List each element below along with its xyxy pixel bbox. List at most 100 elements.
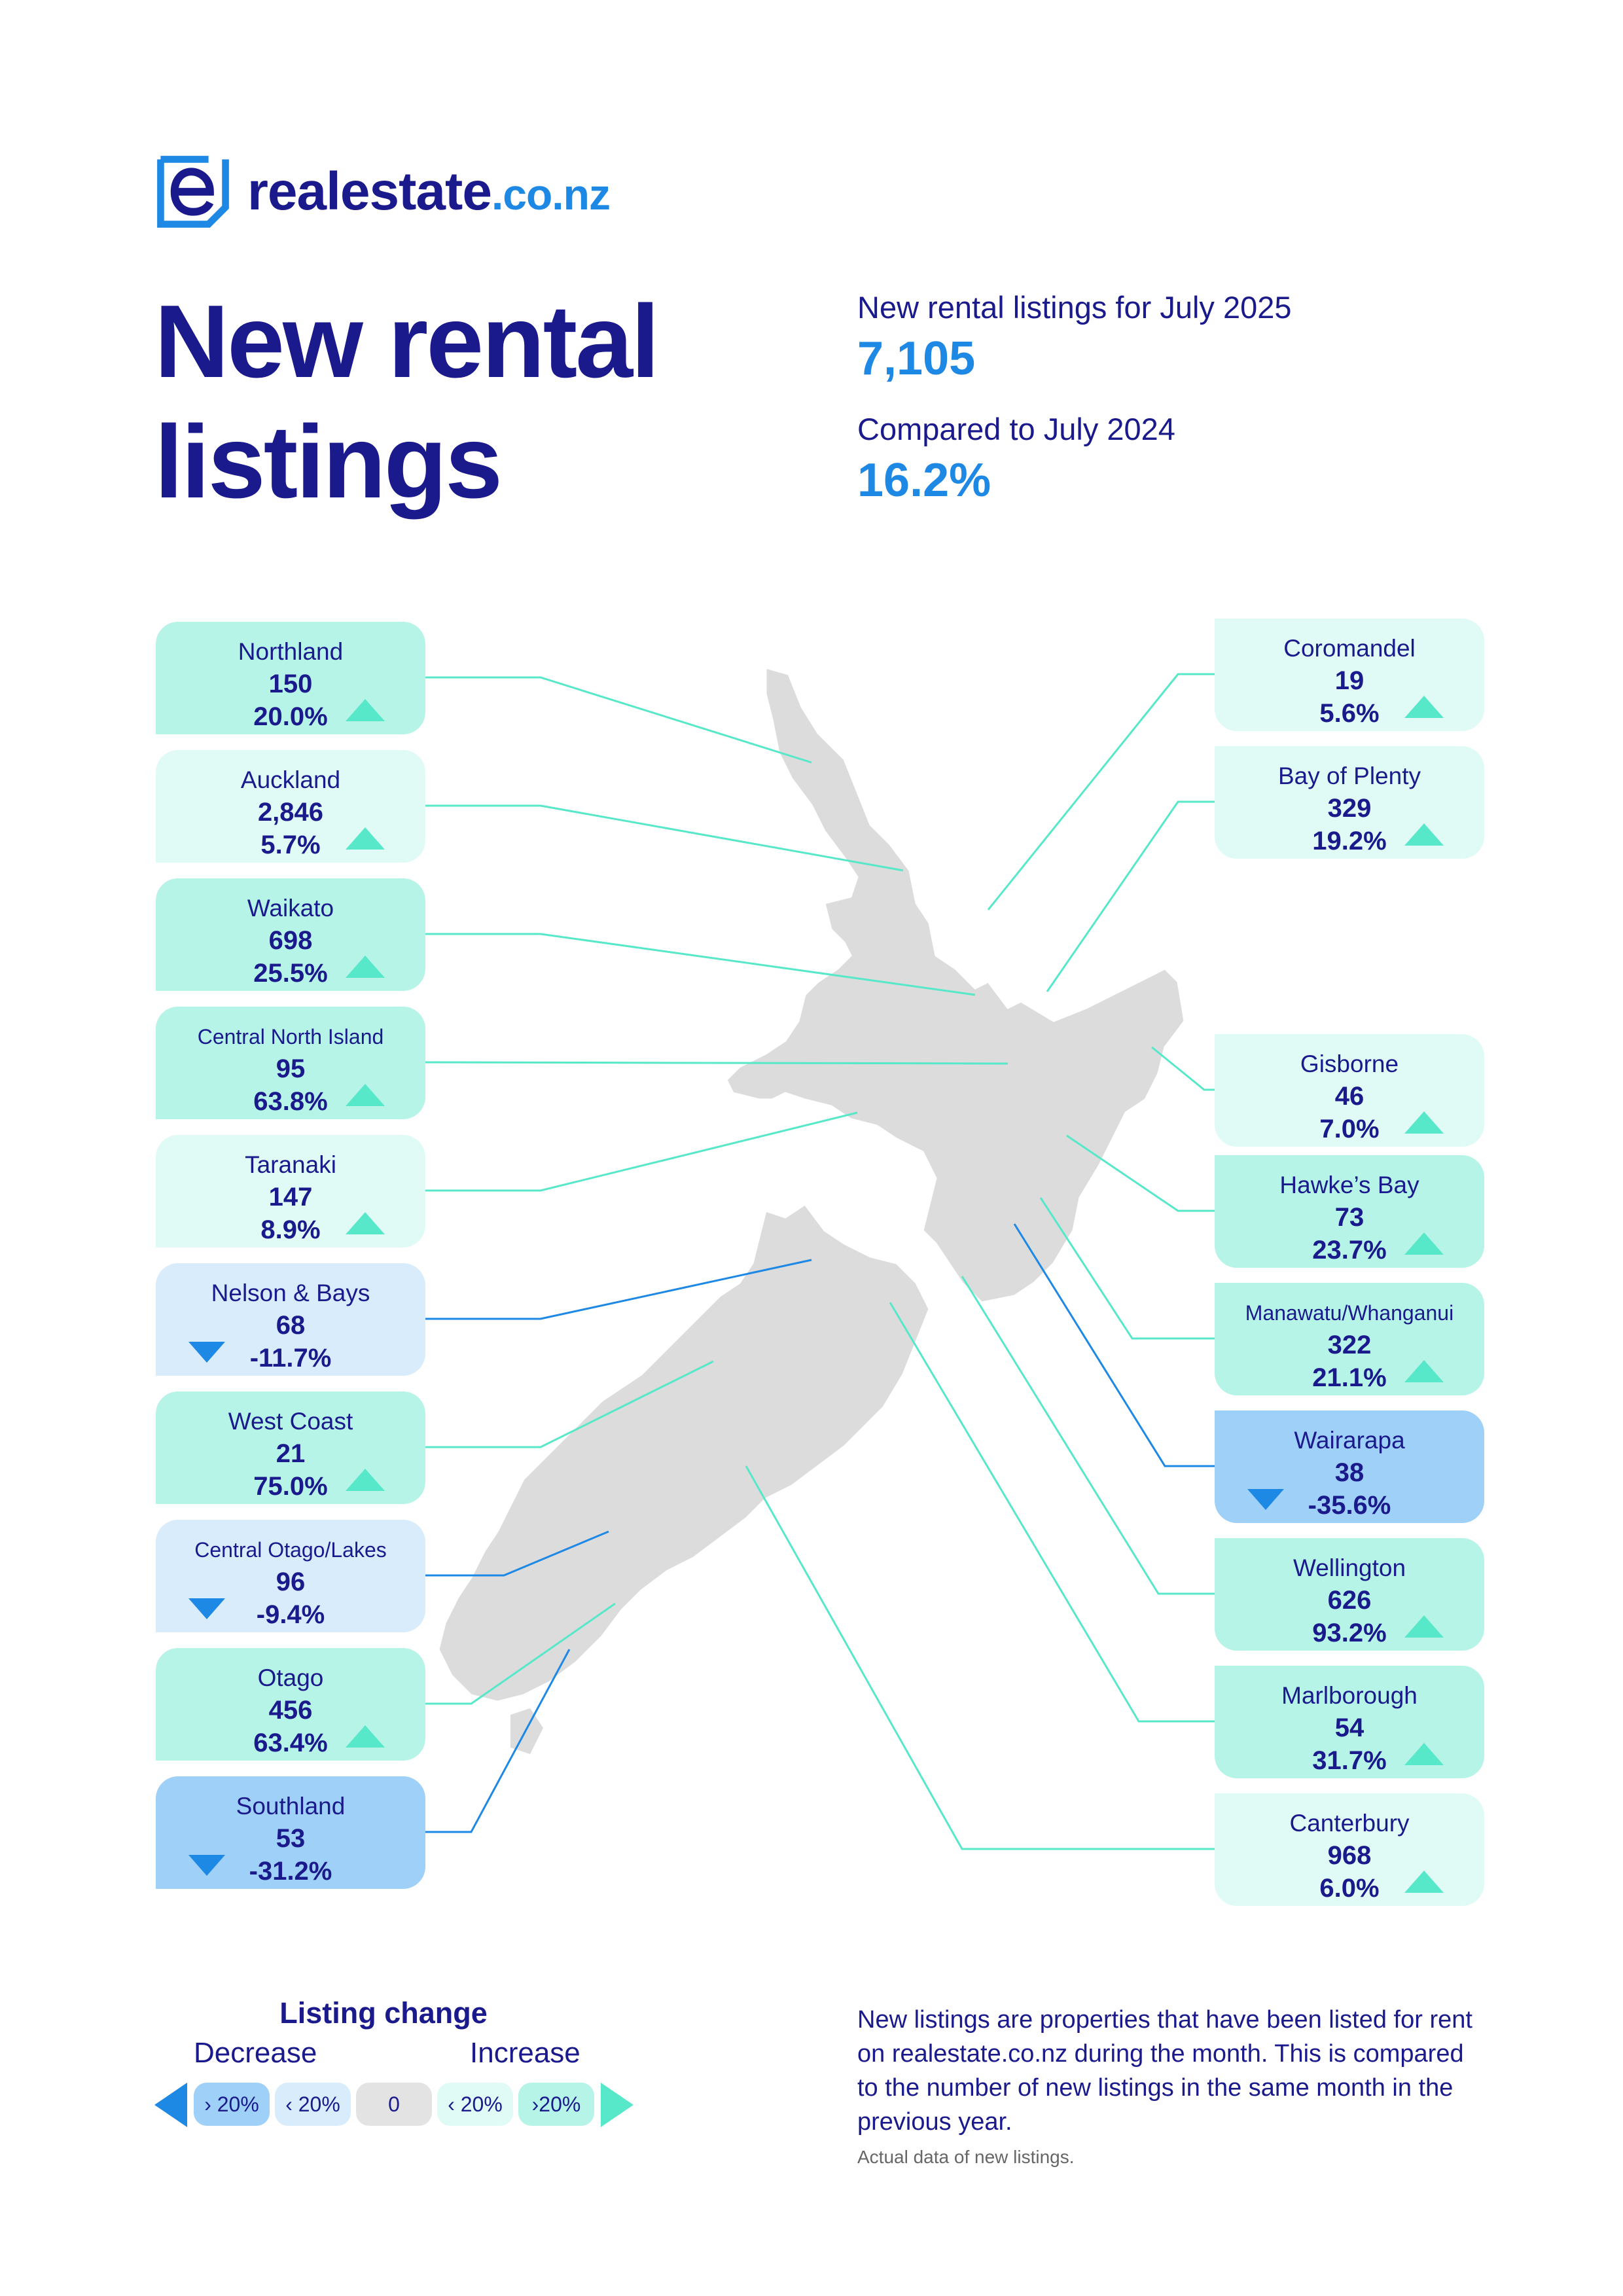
legend-decrease-arrow-icon (154, 2083, 187, 2127)
region-name: Northland (238, 638, 344, 665)
region-box-west-coast: West Coast 21 75.0% (156, 1391, 425, 1504)
decrease-arrow-icon (1247, 1489, 1284, 1510)
region-change: 93.2% (1312, 1619, 1387, 1647)
increase-arrow-icon (1404, 823, 1444, 846)
connector-nelson-bays (425, 1259, 812, 1320)
connector-waikato (425, 933, 976, 996)
region-box-bay-of-plenty: Bay of Plenty 329 19.2% (1215, 746, 1484, 859)
region-name: Otago (257, 1664, 324, 1691)
region-box-southland: Southland 53 -31.2% (156, 1776, 425, 1889)
increase-arrow-icon (346, 1469, 385, 1491)
decrease-arrow-icon (188, 1598, 225, 1619)
region-box-auckland: Auckland 2,846 5.7% (156, 750, 425, 863)
region-name: Coromandel (1283, 635, 1416, 662)
region-listings: 150 (268, 670, 313, 698)
region-box-manawatu-whanganui: Manawatu/Whanganui 322 21.1% (1215, 1283, 1484, 1395)
realestate-logo-icon (157, 156, 229, 228)
region-change: -11.7% (249, 1344, 332, 1372)
region-name: Taranaki (245, 1151, 336, 1178)
region-change: 20.0% (253, 702, 328, 731)
region-name: Waikato (247, 895, 334, 922)
connector-otago (425, 1602, 616, 1705)
decrease-arrow-icon (188, 1342, 225, 1363)
connector-wellington (961, 1276, 1215, 1595)
increase-arrow-icon (1404, 1232, 1444, 1255)
region-listings: 19 (1334, 666, 1364, 695)
connector-marlborough (889, 1302, 1215, 1723)
region-name: Gisborne (1300, 1050, 1399, 1077)
region-listings: 147 (268, 1183, 313, 1211)
region-name: Manawatu/Whanganui (1245, 1301, 1454, 1325)
region-box-gisborne: Gisborne 46 7.0% (1215, 1034, 1484, 1147)
region-name: Wellington (1293, 1554, 1406, 1581)
region-change: 7.0% (1319, 1115, 1380, 1143)
connector-west-coast (425, 1360, 714, 1448)
region-listings: 21 (276, 1439, 306, 1468)
region-box-northland: Northland 150 20.0% (156, 622, 425, 734)
region-name: Bay of Plenty (1277, 762, 1421, 789)
region-box-taranaki: Taranaki 147 8.9% (156, 1135, 425, 1247)
region-listings: 46 (1334, 1082, 1364, 1111)
region-name: Hawke’s Bay (1279, 1172, 1419, 1198)
region-name: Central North Island (197, 1025, 384, 1049)
legend-scale: › 20% ‹ 20% 0 ‹ 20% ›20% (154, 2083, 639, 2126)
region-name: Marlborough (1281, 1682, 1418, 1709)
region-listings: 329 (1327, 794, 1372, 823)
region-box-central-otago-lakes: Central Otago/Lakes 96 -9.4% (156, 1520, 425, 1632)
region-box-waikato: Waikato 698 25.5% (156, 878, 425, 991)
increase-arrow-icon (1404, 1743, 1444, 1765)
compare-label: Compared to July 2024 (857, 412, 1175, 446)
increase-arrow-icon (1404, 1615, 1444, 1638)
region-change: 5.6% (1319, 699, 1380, 728)
stewart-island-shape (510, 1708, 543, 1754)
footnote: New listings are properties that have be… (857, 2006, 1472, 2136)
increase-arrow-icon (1404, 1360, 1444, 1382)
region-listings: 54 (1334, 1713, 1364, 1742)
region-name: Central Otago/Lakes (194, 1538, 387, 1562)
region-box-marlborough: Marlborough 54 31.7% (1215, 1666, 1484, 1778)
connector-coromandel (987, 673, 1215, 910)
region-box-nelson-bays: Nelson & Bays 68 -11.7% (156, 1263, 425, 1376)
increase-arrow-icon (1404, 1871, 1444, 1893)
increase-arrow-icon (346, 827, 385, 850)
legend-increase-label: Increase (470, 2037, 580, 2069)
increase-arrow-icon (1404, 1111, 1444, 1134)
increase-arrow-icon (346, 699, 385, 721)
region-box-otago: Otago 456 63.4% (156, 1648, 425, 1761)
connector-lines (425, 673, 1215, 1850)
region-box-central-north-island: Central North Island 95 63.8% (156, 1007, 425, 1119)
region-box-coromandel: Coromandel 19 5.6% (1215, 619, 1484, 731)
legend-pill-increase-over-20: ›20% (518, 2083, 594, 2126)
region-listings: 456 (268, 1696, 313, 1725)
title-line-1: New rental (154, 284, 660, 399)
decrease-arrow-icon (188, 1855, 225, 1876)
region-listings: 322 (1327, 1331, 1372, 1359)
region-listings: 95 (276, 1054, 306, 1083)
region-listings: 96 (276, 1568, 306, 1596)
connector-wairarapa (1013, 1223, 1215, 1467)
brand-logo: realestate.co.nz (154, 149, 611, 234)
region-listings: 53 (276, 1824, 306, 1853)
region-change: 8.9% (260, 1215, 321, 1244)
connector-taranaki (425, 1111, 858, 1192)
region-change: -9.4% (256, 1600, 325, 1629)
region-listings: 2,846 (257, 798, 324, 827)
region-listings: 968 (1327, 1841, 1372, 1870)
region-name: Canterbury (1289, 1810, 1410, 1837)
region-name: Auckland (240, 766, 341, 793)
increase-arrow-icon (346, 956, 385, 978)
listings-label: New rental listings for July 2025 (857, 290, 1292, 325)
legend-increase-arrow-icon (601, 2083, 633, 2127)
legend-pill-decrease-over-20: › 20% (194, 2083, 270, 2126)
region-box-canterbury: Canterbury 968 6.0% (1215, 1793, 1484, 1906)
region-change: 23.7% (1312, 1236, 1387, 1265)
connector-canterbury (745, 1465, 1215, 1850)
connector-manawatu-whanganui (1039, 1197, 1215, 1340)
increase-arrow-icon (1404, 696, 1444, 718)
region-box-wellington: Wellington 626 93.2% (1215, 1538, 1484, 1651)
increase-arrow-icon (346, 1084, 385, 1106)
increase-arrow-icon (346, 1212, 385, 1234)
connector-central-otago-lakes (425, 1530, 609, 1577)
region-change: -31.2% (249, 1857, 332, 1886)
